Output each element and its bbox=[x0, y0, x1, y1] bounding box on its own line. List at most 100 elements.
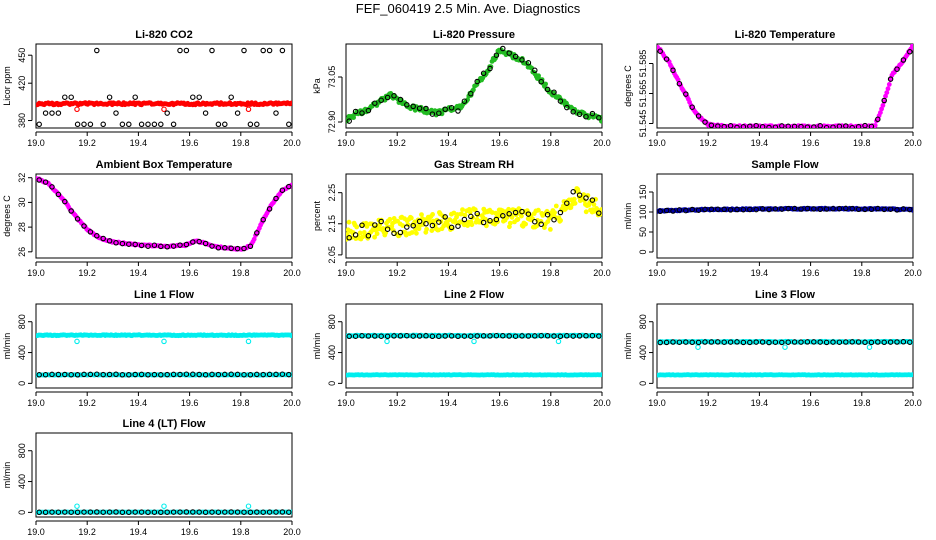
data-point bbox=[190, 94, 196, 100]
data-point bbox=[455, 223, 461, 229]
data-point bbox=[480, 333, 487, 339]
data-point bbox=[42, 509, 49, 516]
data-point bbox=[543, 81, 548, 87]
data-point bbox=[836, 339, 843, 345]
data-point bbox=[689, 206, 695, 213]
chart-line2: Line 2 Flow ml/min 19.0 19.2 19.4 19.6 19.8 20.… bbox=[312, 289, 611, 408]
data-point bbox=[190, 509, 196, 515]
series-2.5-min-average-outliers bbox=[74, 338, 252, 345]
data-point bbox=[416, 333, 423, 339]
data-point bbox=[589, 197, 596, 203]
data-point bbox=[49, 509, 55, 515]
data-point bbox=[36, 177, 42, 183]
data-point bbox=[132, 94, 138, 100]
data-point bbox=[273, 110, 279, 116]
data-point bbox=[416, 105, 423, 112]
y-tick-label: 380 bbox=[17, 113, 27, 128]
data-point bbox=[161, 106, 167, 113]
data-point bbox=[177, 47, 183, 54]
data-point bbox=[551, 216, 557, 223]
data-point bbox=[468, 333, 474, 339]
data-point bbox=[151, 242, 158, 248]
data-point bbox=[534, 223, 540, 229]
data-point bbox=[747, 339, 753, 346]
x-tick-label: 20.0 bbox=[904, 138, 922, 148]
data-point bbox=[378, 97, 384, 104]
y-tick-label: 30 bbox=[17, 197, 27, 207]
x-tick-label: 19.6 bbox=[181, 138, 199, 148]
x-tick-label: 19.4 bbox=[751, 398, 769, 408]
data-point bbox=[576, 333, 583, 339]
data-point bbox=[158, 509, 164, 516]
data-point bbox=[436, 333, 442, 340]
data-point bbox=[900, 57, 907, 63]
data-point bbox=[887, 76, 894, 82]
data-point bbox=[387, 216, 393, 222]
data-point bbox=[480, 219, 487, 226]
data-point bbox=[538, 221, 544, 228]
data-point bbox=[113, 240, 119, 246]
data-point bbox=[408, 215, 414, 221]
x-tick-label: 19.6 bbox=[491, 138, 509, 148]
data-point bbox=[734, 339, 740, 345]
data-point bbox=[570, 189, 576, 195]
data-point bbox=[442, 214, 448, 220]
data-point bbox=[161, 338, 167, 345]
x-tick-label: 19.8 bbox=[853, 268, 871, 278]
y-tick-label: 32 bbox=[17, 173, 27, 183]
chart-title: Gas Stream RH bbox=[434, 159, 514, 171]
y-axis-label: degrees C bbox=[623, 65, 633, 107]
data-point bbox=[553, 203, 559, 209]
y-tick-label: 2.25 bbox=[327, 184, 337, 202]
data-point bbox=[747, 123, 753, 128]
data-point bbox=[910, 372, 913, 378]
data-point bbox=[279, 371, 286, 377]
data-point bbox=[689, 339, 695, 346]
data-point bbox=[811, 339, 817, 345]
data-point bbox=[202, 240, 209, 247]
data-point bbox=[512, 53, 519, 60]
data-point bbox=[126, 372, 132, 378]
data-point bbox=[894, 207, 900, 213]
data-point bbox=[410, 222, 416, 229]
x-tick-label: 19.4 bbox=[130, 398, 148, 408]
data-point bbox=[583, 113, 589, 120]
y-tick-label: 72.90 bbox=[327, 111, 337, 134]
data-point bbox=[260, 371, 266, 378]
data-point bbox=[346, 333, 352, 340]
data-point bbox=[87, 509, 94, 515]
data-point bbox=[416, 218, 423, 225]
data-point bbox=[352, 333, 359, 339]
data-point bbox=[583, 209, 589, 215]
chart-line1: Line 1 Flow ml/min 19.0 19.2 19.4 19.6 19.8 20.… bbox=[2, 289, 301, 408]
data-point bbox=[222, 245, 228, 251]
series-samples bbox=[657, 48, 913, 128]
data-point bbox=[487, 333, 493, 339]
data-point bbox=[286, 183, 292, 190]
data-point bbox=[843, 123, 849, 128]
data-point bbox=[782, 344, 788, 350]
data-point bbox=[177, 509, 183, 515]
data-point bbox=[798, 339, 804, 345]
data-point bbox=[583, 333, 589, 339]
data-point bbox=[468, 92, 474, 98]
data-point bbox=[817, 339, 823, 345]
data-point bbox=[525, 60, 532, 66]
data-point bbox=[202, 110, 209, 116]
data-point bbox=[599, 372, 602, 378]
data-point bbox=[126, 509, 132, 516]
data-point bbox=[222, 509, 228, 515]
data-point bbox=[676, 207, 683, 213]
data-point bbox=[512, 333, 519, 339]
data-point bbox=[138, 509, 145, 515]
data-point bbox=[894, 339, 900, 345]
data-point bbox=[55, 191, 62, 198]
x-tick-label: 19.0 bbox=[27, 398, 45, 408]
data-point bbox=[779, 339, 785, 346]
data-point bbox=[448, 224, 455, 231]
data-point bbox=[397, 333, 404, 339]
x-tick-label: 20.0 bbox=[593, 268, 611, 278]
data-point bbox=[132, 241, 138, 248]
data-point bbox=[817, 123, 823, 128]
data-point bbox=[359, 333, 365, 339]
